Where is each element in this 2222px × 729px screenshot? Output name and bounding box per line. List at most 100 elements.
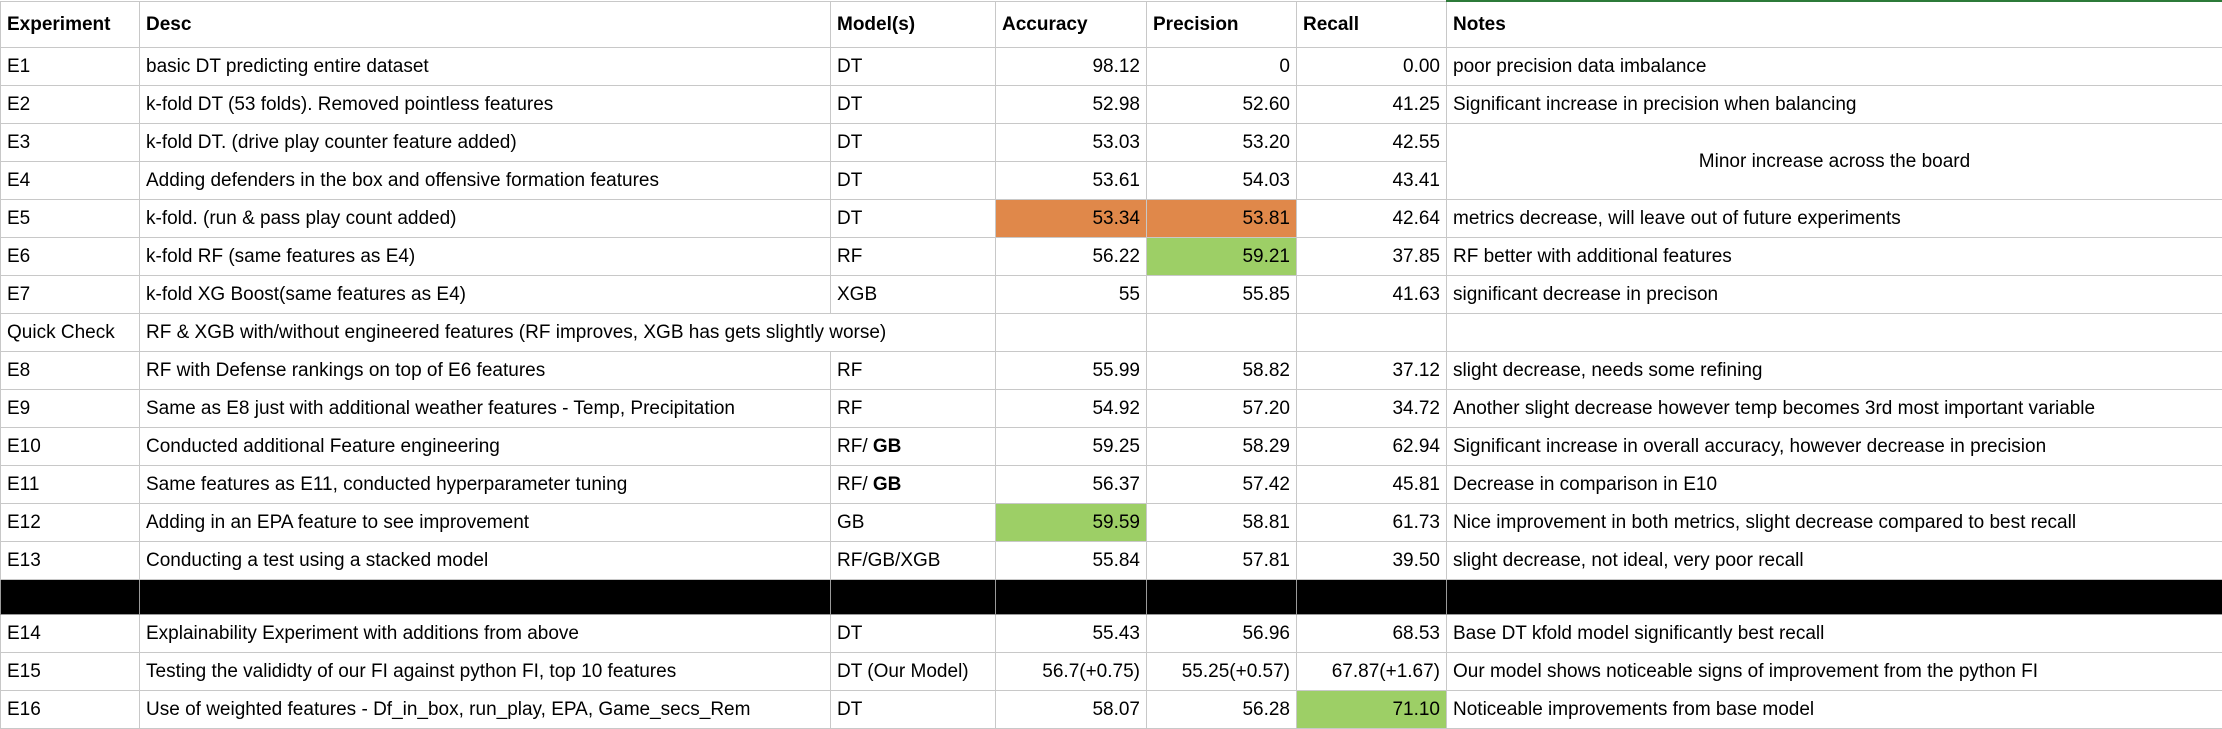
cell-precision[interactable]: 52.60 (1147, 86, 1297, 124)
cell-desc[interactable]: k-fold DT (53 folds). Removed pointless … (140, 86, 831, 124)
cell-desc[interactable]: Explainability Experiment with additions… (140, 615, 831, 653)
cell-model[interactable]: DT (831, 124, 996, 162)
cell-desc[interactable]: k-fold. (run & pass play count added) (140, 200, 831, 238)
cell-precision[interactable]: 57.81 (1147, 542, 1297, 580)
cell-accuracy[interactable]: 56.7(+0.75) (996, 653, 1147, 691)
cell-accuracy[interactable]: 53.61 (996, 162, 1147, 200)
cell-desc[interactable]: Conducted additional Feature engineering (140, 428, 831, 466)
cell-precision[interactable]: 55.85 (1147, 276, 1297, 314)
cell-notes[interactable]: significant decrease in precison (1447, 276, 2222, 314)
cell-notes[interactable]: Decrease in comparison in E10 (1447, 466, 2222, 504)
cell-desc[interactable]: Adding in an EPA feature to see improvem… (140, 504, 831, 542)
cell-notes[interactable]: slight decrease, needs some refining (1447, 352, 2222, 390)
cell-accuracy[interactable]: 56.37 (996, 466, 1147, 504)
cell-notes[interactable]: metrics decrease, will leave out of futu… (1447, 200, 2222, 238)
cell-recall-empty[interactable] (1297, 314, 1447, 352)
cell-experiment[interactable]: E7 (1, 276, 140, 314)
cell-accuracy[interactable]: 55.84 (996, 542, 1147, 580)
cell-model[interactable]: RF (831, 238, 996, 276)
cell-precision[interactable]: 0 (1147, 48, 1297, 86)
cell-notes[interactable]: Base DT kfold model significantly best r… (1447, 615, 2222, 653)
cell-experiment[interactable]: E11 (1, 466, 140, 504)
cell-notes-empty[interactable] (1447, 314, 2222, 352)
cell-model[interactable]: DT (831, 200, 996, 238)
cell-notes[interactable]: Another slight decrease however temp bec… (1447, 390, 2222, 428)
cell-notes[interactable]: Nice improvement in both metrics, slight… (1447, 504, 2222, 542)
cell-model[interactable]: RF/ GB (831, 466, 996, 504)
cell-experiment[interactable]: E12 (1, 504, 140, 542)
cell-precision[interactable]: 57.42 (1147, 466, 1297, 504)
cell-recall[interactable]: 39.50 (1297, 542, 1447, 580)
cell-experiment[interactable]: E8 (1, 352, 140, 390)
cell-model[interactable]: RF (831, 352, 996, 390)
cell-desc[interactable]: Conducting a test using a stacked model (140, 542, 831, 580)
cell-experiment[interactable]: Quick Check (1, 314, 140, 352)
cell-accuracy[interactable]: 55.99 (996, 352, 1147, 390)
cell-recall[interactable]: 43.41 (1297, 162, 1447, 200)
header-models[interactable]: Model(s) (831, 1, 996, 48)
cell-accuracy[interactable]: 56.22 (996, 238, 1147, 276)
cell-recall[interactable]: 62.94 (1297, 428, 1447, 466)
cell-accuracy[interactable]: 58.07 (996, 691, 1147, 729)
cell-precision-highlighted[interactable]: 53.81 (1147, 200, 1297, 238)
cell-model[interactable]: DT (831, 691, 996, 729)
cell-experiment[interactable]: E2 (1, 86, 140, 124)
cell-accuracy[interactable]: 98.12 (996, 48, 1147, 86)
cell-recall[interactable]: 37.85 (1297, 238, 1447, 276)
cell-model[interactable]: DT (831, 48, 996, 86)
cell-recall-highlighted[interactable]: 71.10 (1297, 691, 1447, 729)
header-experiment[interactable]: Experiment (1, 1, 140, 48)
cell-desc[interactable]: Same features as E11, conducted hyperpar… (140, 466, 831, 504)
cell-accuracy-highlighted[interactable]: 59.59 (996, 504, 1147, 542)
cell-experiment[interactable]: E1 (1, 48, 140, 86)
cell-accuracy[interactable]: 59.25 (996, 428, 1147, 466)
cell-recall[interactable]: 42.64 (1297, 200, 1447, 238)
cell-notes[interactable]: poor precision data imbalance (1447, 48, 2222, 86)
cell-desc[interactable]: RF with Defense rankings on top of E6 fe… (140, 352, 831, 390)
cell-precision[interactable]: 56.96 (1147, 615, 1297, 653)
cell-accuracy-empty[interactable] (996, 314, 1147, 352)
cell-precision-empty[interactable] (1147, 314, 1297, 352)
cell-notes[interactable]: Significant increase in overall accuracy… (1447, 428, 2222, 466)
cell-recall[interactable]: 42.55 (1297, 124, 1447, 162)
cell-recall[interactable]: 67.87(+1.67) (1297, 653, 1447, 691)
cell-recall[interactable]: 61.73 (1297, 504, 1447, 542)
cell-model[interactable]: DT (831, 86, 996, 124)
cell-recall[interactable]: 0.00 (1297, 48, 1447, 86)
cell-experiment[interactable]: E9 (1, 390, 140, 428)
cell-precision[interactable]: 53.20 (1147, 124, 1297, 162)
header-desc[interactable]: Desc (140, 1, 831, 48)
cell-desc[interactable]: k-fold DT. (drive play counter feature a… (140, 124, 831, 162)
header-recall[interactable]: Recall (1297, 1, 1447, 48)
cell-recall[interactable]: 68.53 (1297, 615, 1447, 653)
cell-model[interactable]: XGB (831, 276, 996, 314)
cell-experiment[interactable]: E6 (1, 238, 140, 276)
cell-precision[interactable]: 54.03 (1147, 162, 1297, 200)
cell-precision[interactable]: 57.20 (1147, 390, 1297, 428)
cell-recall[interactable]: 45.81 (1297, 466, 1447, 504)
cell-accuracy[interactable]: 55 (996, 276, 1147, 314)
cell-experiment[interactable]: E15 (1, 653, 140, 691)
cell-recall[interactable]: 34.72 (1297, 390, 1447, 428)
cell-notes[interactable]: Significant increase in precision when b… (1447, 86, 2222, 124)
cell-precision[interactable]: 58.82 (1147, 352, 1297, 390)
cell-desc[interactable]: Adding defenders in the box and offensiv… (140, 162, 831, 200)
cell-experiment[interactable]: E10 (1, 428, 140, 466)
cell-notes[interactable]: Our model shows noticeable signs of impr… (1447, 653, 2222, 691)
cell-model[interactable]: DT (831, 615, 996, 653)
cell-model[interactable]: RF/GB/XGB (831, 542, 996, 580)
cell-recall[interactable]: 41.25 (1297, 86, 1447, 124)
cell-precision-highlighted[interactable]: 59.21 (1147, 238, 1297, 276)
cell-desc[interactable]: k-fold RF (same features as E4) (140, 238, 831, 276)
cell-experiment[interactable]: E4 (1, 162, 140, 200)
cell-precision[interactable]: 58.29 (1147, 428, 1297, 466)
cell-notes[interactable]: RF better with additional features (1447, 238, 2222, 276)
cell-notes[interactable]: slight decrease, not ideal, very poor re… (1447, 542, 2222, 580)
cell-desc[interactable]: basic DT predicting entire dataset (140, 48, 831, 86)
cell-experiment[interactable]: E13 (1, 542, 140, 580)
cell-model[interactable]: RF/ GB (831, 428, 996, 466)
cell-experiment[interactable]: E14 (1, 615, 140, 653)
cell-notes[interactable]: Noticeable improvements from base model (1447, 691, 2222, 729)
cell-accuracy[interactable]: 55.43 (996, 615, 1147, 653)
cell-accuracy[interactable]: 53.03 (996, 124, 1147, 162)
